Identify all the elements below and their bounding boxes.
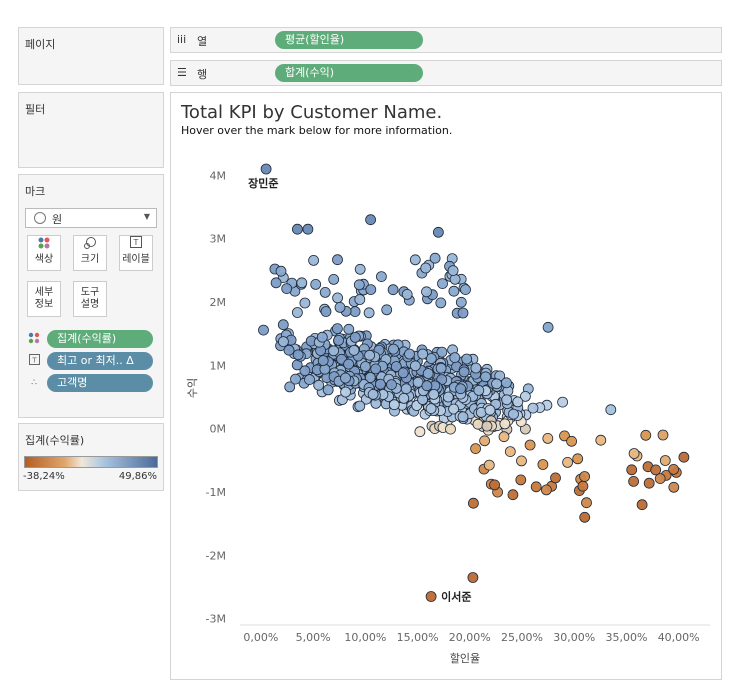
legend-gradient-bar (24, 456, 158, 468)
color-legend[interactable]: 집계(수익률) -38,24% 49,86% (18, 423, 164, 491)
chart-title: Total KPI by Customer Name. (181, 102, 443, 123)
size-button[interactable]: 크기 (73, 235, 107, 271)
pages-shelf[interactable]: 페이지 (18, 27, 164, 85)
size-button-label: 크기 (80, 254, 100, 265)
columns-icon: iii (177, 33, 187, 46)
mark-type-label: 원 (52, 213, 63, 226)
rows-label: 행 (197, 68, 208, 81)
svg-text:T: T (133, 238, 139, 247)
field-pill-profit-ratio[interactable]: 집계(수익률) (47, 330, 153, 348)
columns-label: 열 (197, 35, 208, 48)
field-pill-top-or-bottom[interactable]: 최고 or 최저.. Δ (47, 352, 153, 370)
rows-pill-sum-profit[interactable]: 합계(수익) (275, 64, 423, 82)
filters-shelf[interactable]: 필터 (18, 92, 164, 168)
size-icon (74, 236, 106, 254)
tooltip-button-label: 도구 설명 (80, 287, 100, 310)
rows-shelf[interactable]: ☰ 행 합계(수익) (170, 60, 722, 86)
color-dots-icon (27, 332, 41, 346)
marks-field-label[interactable]: T 최고 or 최저.. Δ (25, 351, 171, 371)
marks-title: 마크 (25, 185, 46, 198)
filters-title: 필터 (25, 103, 46, 116)
detail-button-label: 세부 정보 (34, 287, 54, 310)
marks-card: 마크 원 ▼ 색상 크기 T 레이블 세부 정보 도구 설명 집계(수익률) (18, 174, 164, 418)
columns-pill-avg-discount[interactable]: 평균(할인율) (275, 31, 423, 49)
tooltip-button[interactable]: 도구 설명 (73, 281, 107, 317)
marks-field-color[interactable]: 집계(수익률) (25, 329, 171, 349)
pages-title: 페이지 (25, 38, 56, 51)
field-pill-customer-name[interactable]: 고객명 (47, 374, 153, 392)
mark-type-dropdown[interactable]: 원 ▼ (25, 208, 157, 228)
legend-title: 집계(수익률) (25, 434, 85, 447)
rows-icon: ☰ (177, 66, 187, 79)
chart-subtitle: Hover over the mark below for more infor… (181, 124, 453, 137)
legend-max-label: 49,86% (118, 471, 157, 482)
color-button-label: 색상 (34, 254, 54, 265)
detail-button[interactable]: 세부 정보 (27, 281, 61, 317)
label-button-label: 레이블 (122, 254, 150, 265)
legend-min-label: -38,24% (23, 471, 65, 482)
label-icon: T (27, 354, 41, 368)
color-dots-icon (28, 236, 60, 254)
detail-icon: ∴ (31, 378, 37, 388)
marks-field-detail[interactable]: ∴ 고객명 (25, 373, 171, 393)
label-button[interactable]: T 레이블 (119, 235, 153, 271)
columns-shelf[interactable]: iii 열 평균(할인율) (170, 27, 722, 53)
svg-text:T: T (31, 357, 37, 365)
color-button[interactable]: 색상 (27, 235, 61, 271)
label-icon: T (120, 236, 152, 254)
worksheet: Total KPI by Customer Name. Hover over t… (170, 92, 722, 680)
circle-mark-icon (34, 212, 46, 224)
chevron-down-icon: ▼ (143, 212, 150, 221)
